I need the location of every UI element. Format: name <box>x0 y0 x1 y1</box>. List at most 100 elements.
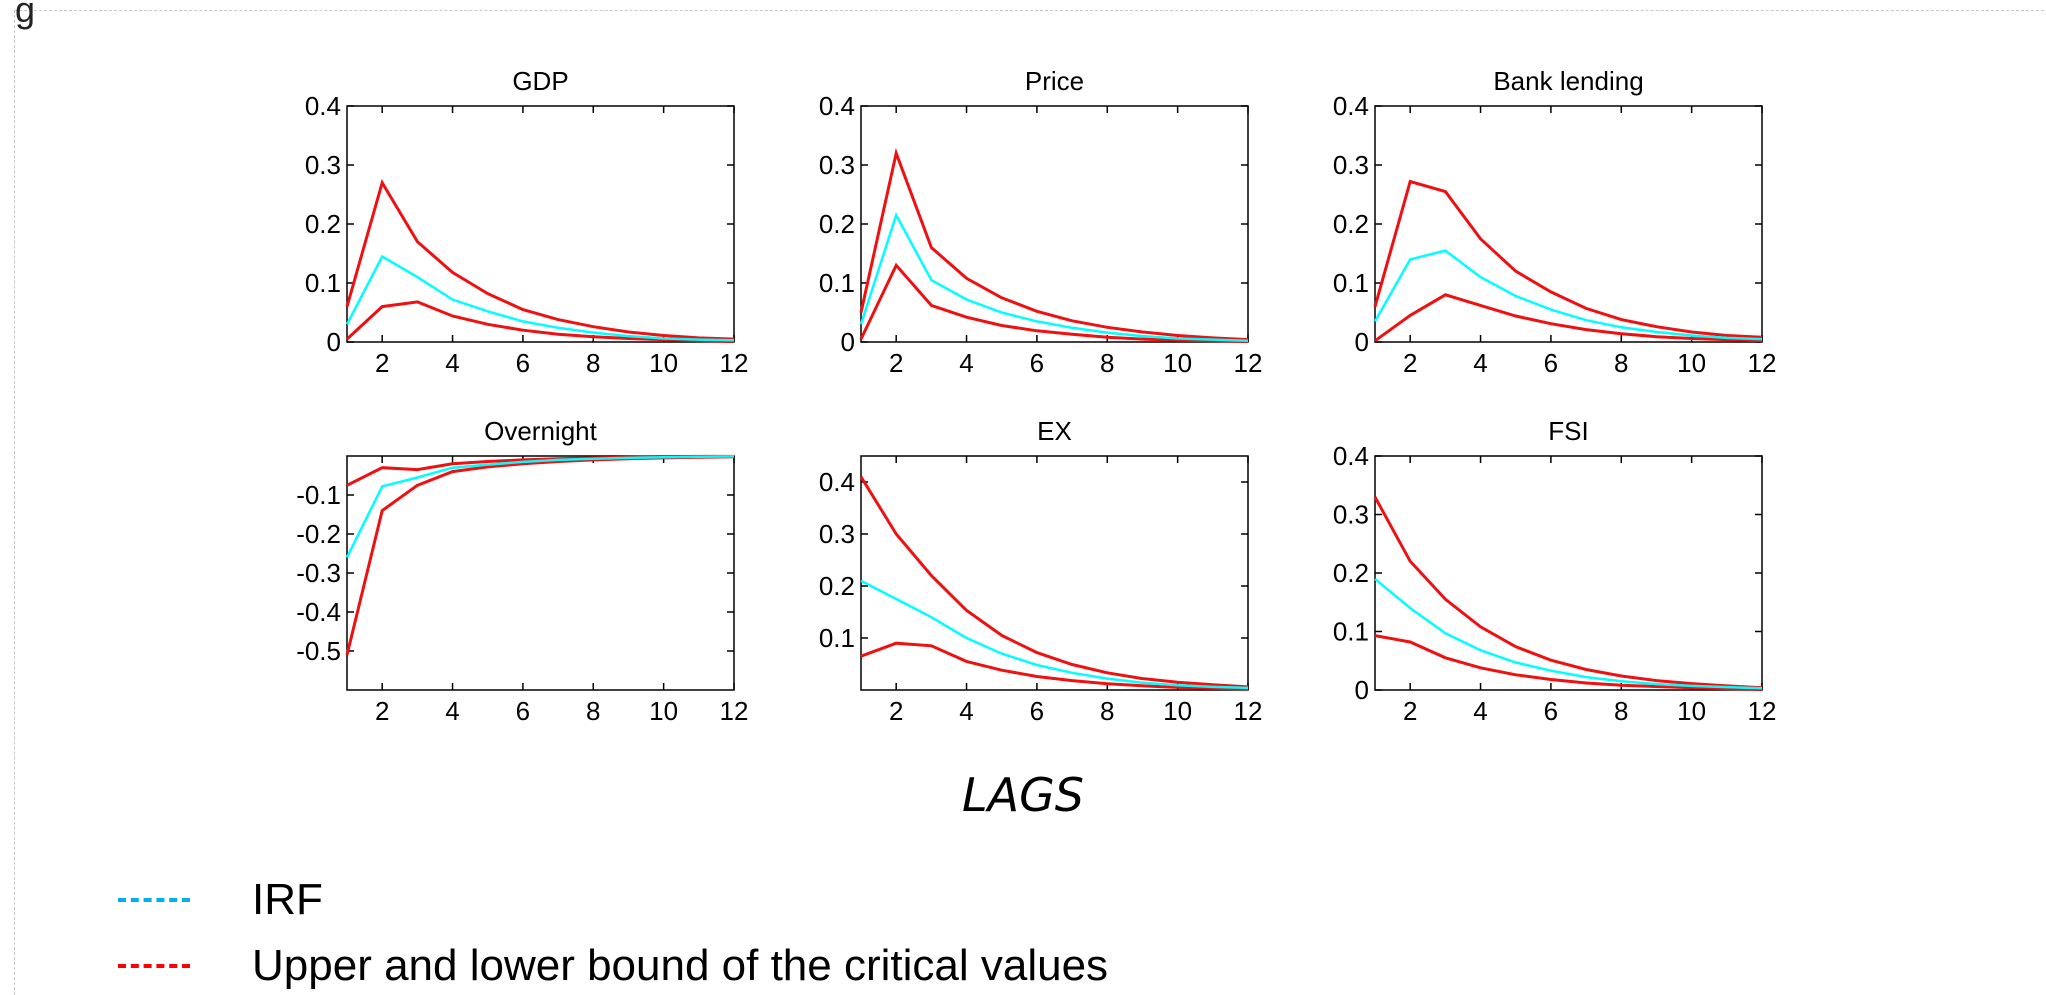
x-tick-label: 2 <box>1403 696 1417 726</box>
x-tick-label: 10 <box>649 348 678 378</box>
legend-swatch-irf <box>118 898 190 902</box>
y-tick-label: 0.1 <box>1333 617 1369 647</box>
figure-frame: g <box>14 0 2044 995</box>
x-tick-label: 2 <box>375 348 389 378</box>
chart-panel-5: FSI 2 4 6 8 10 12 0 0.1 0.2 0.3 0.4 <box>1333 416 1777 726</box>
x-tick-label: 6 <box>516 696 530 726</box>
y-tick-label: 0 <box>1355 675 1369 705</box>
x-tick-label: 10 <box>1163 696 1192 726</box>
x-tick-label: 6 <box>1544 348 1558 378</box>
y-tick-label: -0.1 <box>296 480 341 510</box>
series-line-lower <box>1374 634 1763 691</box>
y-tick-label: 0.2 <box>1333 209 1369 239</box>
x-tick-label: 2 <box>375 696 389 726</box>
x-tick-label: 12 <box>1234 696 1263 726</box>
y-tick-label: -0.2 <box>296 519 341 549</box>
panel-title: FSI <box>1548 416 1588 446</box>
chart-panel-2: Bank lending 2 4 6 8 10 12 0 0.1 0.2 0.3 0.4 <box>1333 66 1777 378</box>
x-tick-label: 8 <box>586 696 600 726</box>
y-tick-label: -0.3 <box>296 558 341 588</box>
y-tick-label: 0 <box>327 327 341 357</box>
x-tick-label: 10 <box>1677 348 1706 378</box>
plot-frame <box>346 455 735 691</box>
x-tick-label: 12 <box>1748 348 1777 378</box>
x-tick-label: 12 <box>1234 348 1263 378</box>
series-line-upper <box>1373 496 1763 690</box>
corner-text: g <box>15 0 36 30</box>
plot-frame <box>860 455 1249 691</box>
x-tick-label: 4 <box>959 348 973 378</box>
legend-item-irf: IRF <box>118 875 323 924</box>
y-tick-label: -0.4 <box>296 597 341 627</box>
y-tick-label: 0.1 <box>819 623 855 653</box>
x-tick-label: 6 <box>1030 696 1044 726</box>
panel-title: Bank lending <box>1493 66 1643 96</box>
x-tick-label: 6 <box>1030 348 1044 378</box>
x-tick-label: 4 <box>1473 348 1487 378</box>
y-tick-label: 0 <box>841 327 855 357</box>
y-tick-label: 0.4 <box>1333 441 1369 471</box>
plot-frame <box>1374 455 1763 691</box>
y-tick-label: 0.1 <box>819 268 855 298</box>
series-line-irf <box>345 254 735 342</box>
plot-frame <box>1374 105 1763 343</box>
chart-panel-1: Price 2 4 6 8 10 12 0 0.1 0.2 0.3 0.4 <box>819 66 1263 378</box>
x-tick-label: 6 <box>1544 696 1558 726</box>
series-line-irf <box>1374 577 1763 690</box>
x-tick-label: 2 <box>889 348 903 378</box>
legend-label-irf: IRF <box>252 875 323 924</box>
y-tick-label: 0.3 <box>305 150 341 180</box>
x-tick-label: 4 <box>1473 696 1487 726</box>
chart-panel-3: Overnight 2 4 6 8 10 12 -0.5 -0.4 -0.3 -0.2 -0.1 <box>296 416 748 726</box>
y-tick-label: 0.4 <box>819 467 855 497</box>
y-tick-label: -0.5 <box>296 636 341 666</box>
x-tick-label: 4 <box>445 348 459 378</box>
series-line-lower <box>859 262 1249 343</box>
series-line-upper <box>345 178 735 341</box>
y-tick-label: 0.2 <box>819 209 855 239</box>
series-line-irf <box>860 579 1249 690</box>
panel-title: GDP <box>512 66 568 96</box>
y-tick-label: 0.2 <box>305 209 341 239</box>
x-tick-label: 4 <box>959 696 973 726</box>
series-line-lower <box>1374 293 1763 343</box>
series-line-irf <box>345 455 735 558</box>
x-axis-caption: LAGS <box>962 768 1084 822</box>
legend-swatch-bounds <box>118 964 190 968</box>
plot-frame <box>346 105 735 343</box>
y-tick-label: 0.3 <box>819 519 855 549</box>
legend-label-bounds: Upper and lower bound of the critical va… <box>252 941 1109 990</box>
y-tick-label: 0.4 <box>819 91 855 121</box>
x-tick-label: 12 <box>720 348 749 378</box>
series-line-irf <box>859 212 1249 343</box>
x-tick-label: 8 <box>1614 696 1628 726</box>
series-line-lower <box>345 455 735 656</box>
y-tick-label: 0.2 <box>1333 558 1369 588</box>
x-tick-label: 12 <box>720 696 749 726</box>
series-line-irf <box>1373 249 1763 341</box>
x-tick-label: 10 <box>1163 348 1192 378</box>
x-tick-label: 8 <box>1614 348 1628 378</box>
series-line-upper <box>859 147 1249 342</box>
series-line-upper <box>859 476 1249 689</box>
y-tick-label: 0.3 <box>819 150 855 180</box>
x-tick-label: 12 <box>1748 696 1777 726</box>
y-tick-label: 0.3 <box>1333 500 1369 530</box>
series-line-upper <box>1373 179 1763 339</box>
panel-title: Overnight <box>484 416 597 446</box>
x-tick-label: 10 <box>649 696 678 726</box>
y-tick-label: 0.1 <box>1333 268 1369 298</box>
panel-title: EX <box>1037 416 1072 446</box>
plot-frame <box>860 105 1249 343</box>
x-tick-label: 10 <box>1677 696 1706 726</box>
y-tick-label: 0.3 <box>1333 150 1369 180</box>
chart-panel-0: GDP 2 4 6 8 10 12 0 0.1 0.2 0.3 0.4 <box>305 66 749 378</box>
x-tick-label: 4 <box>445 696 459 726</box>
series-line-lower <box>860 641 1249 691</box>
y-tick-label: 0.2 <box>819 571 855 601</box>
x-tick-label: 2 <box>1403 348 1417 378</box>
y-tick-label: 0 <box>1355 327 1369 357</box>
legend-item-bounds: Upper and lower bound of the critical va… <box>118 941 1109 990</box>
y-tick-label: 0.4 <box>305 91 341 121</box>
y-tick-label: 0.1 <box>305 268 341 298</box>
